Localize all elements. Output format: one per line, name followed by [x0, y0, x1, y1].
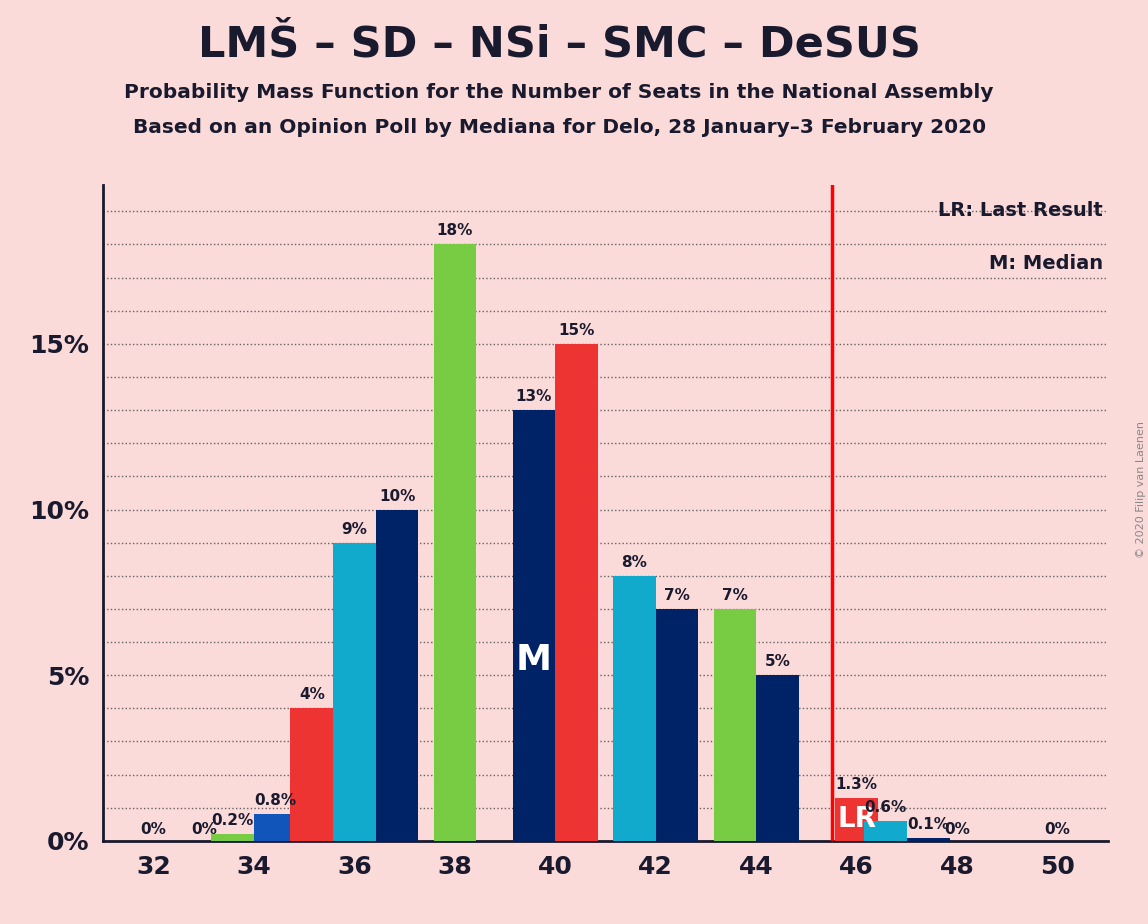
Text: 5%: 5%: [765, 654, 791, 669]
Bar: [290, 709, 333, 841]
Text: LMŠ – SD – NSi – SMC – DeSUS: LMŠ – SD – NSi – SMC – DeSUS: [197, 23, 921, 65]
Bar: [434, 245, 476, 841]
Bar: [613, 576, 656, 841]
Bar: [714, 609, 757, 841]
Text: 7%: 7%: [722, 588, 747, 603]
Text: 0.6%: 0.6%: [864, 800, 907, 815]
Text: 0.1%: 0.1%: [907, 817, 949, 832]
Text: 0%: 0%: [191, 821, 217, 837]
Text: 0.8%: 0.8%: [254, 794, 296, 808]
Text: 0.2%: 0.2%: [211, 813, 254, 828]
Bar: [211, 834, 254, 841]
Text: 10%: 10%: [379, 489, 416, 504]
Bar: [836, 797, 878, 841]
Bar: [907, 837, 949, 841]
Text: 9%: 9%: [341, 522, 367, 537]
Text: 8%: 8%: [621, 554, 647, 570]
Bar: [757, 675, 799, 841]
Text: 13%: 13%: [515, 389, 552, 404]
Bar: [375, 509, 419, 841]
Text: 18%: 18%: [436, 224, 473, 238]
Text: Probability Mass Function for the Number of Seats in the National Assembly: Probability Mass Function for the Number…: [124, 83, 994, 103]
Bar: [254, 814, 296, 841]
Bar: [556, 344, 598, 841]
Bar: [864, 821, 907, 841]
Text: M: Median: M: Median: [988, 254, 1103, 273]
Bar: [513, 410, 556, 841]
Text: 1.3%: 1.3%: [836, 777, 878, 792]
Text: 15%: 15%: [559, 322, 595, 338]
Text: 7%: 7%: [665, 588, 690, 603]
Text: 4%: 4%: [298, 687, 325, 702]
Text: Based on an Opinion Poll by Mediana for Delo, 28 January–3 February 2020: Based on an Opinion Poll by Mediana for …: [132, 118, 986, 138]
Text: LR: LR: [837, 806, 876, 833]
Text: LR: Last Result: LR: Last Result: [938, 201, 1103, 220]
Text: © 2020 Filip van Laenen: © 2020 Filip van Laenen: [1135, 421, 1146, 558]
Text: 0%: 0%: [1045, 821, 1071, 837]
Text: 0%: 0%: [944, 821, 970, 837]
Text: M: M: [515, 643, 552, 677]
Text: 0%: 0%: [140, 821, 166, 837]
Bar: [333, 542, 375, 841]
Bar: [656, 609, 698, 841]
